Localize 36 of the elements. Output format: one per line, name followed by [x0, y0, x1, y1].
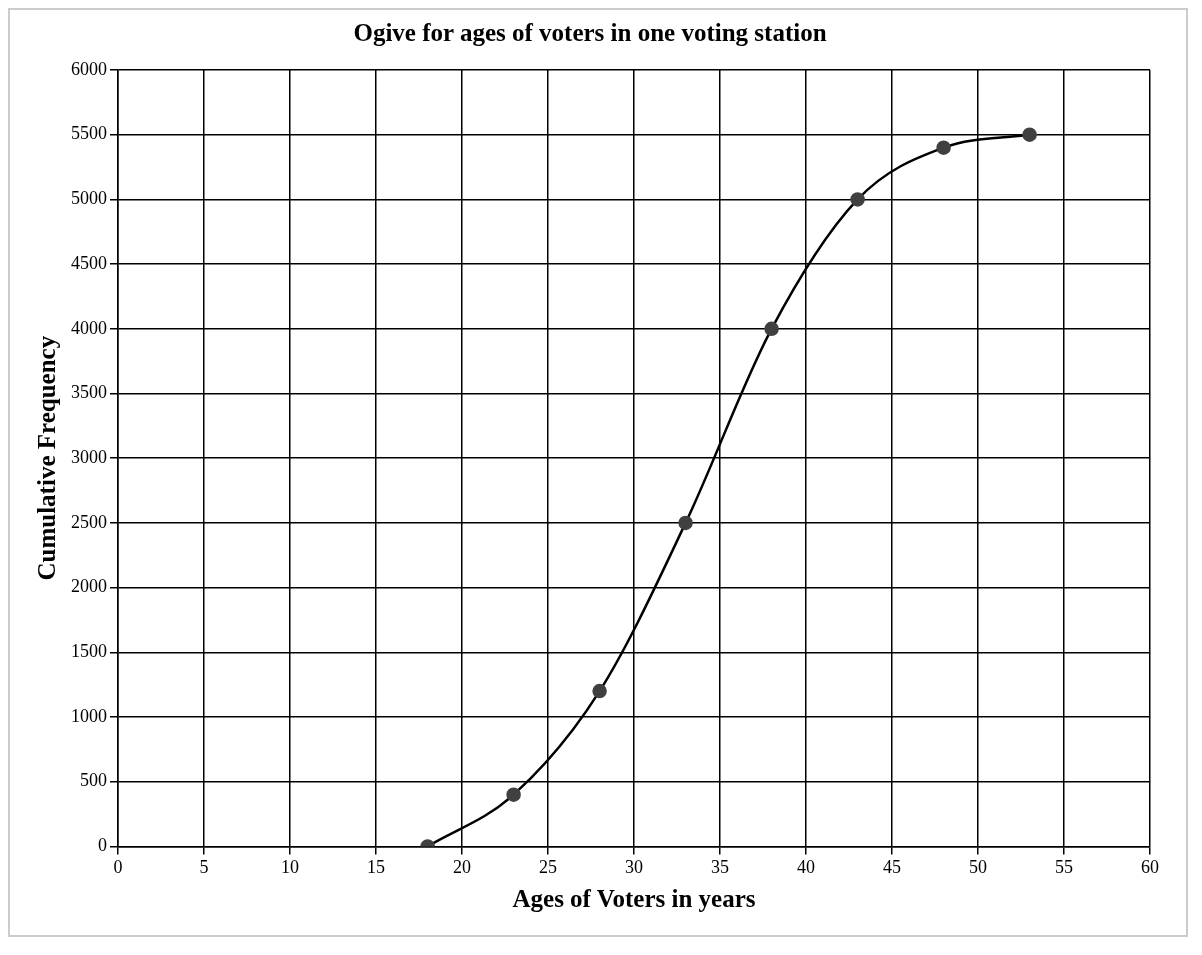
point	[592, 683, 607, 699]
y-tick-label: 6000	[71, 58, 107, 79]
y-tick-label: 500	[80, 770, 107, 791]
x-tick-label: 50	[969, 856, 987, 877]
y-tick-label: 3000	[71, 446, 107, 467]
x-tick-label: 10	[281, 856, 299, 877]
y-tick-label: 3500	[71, 382, 107, 403]
x-tick-label: 40	[797, 856, 815, 877]
x-tick-label: 55	[1055, 856, 1073, 877]
y-tick-label: 1000	[71, 705, 107, 726]
y-tick-label: 5000	[71, 188, 107, 209]
point	[850, 192, 865, 207]
y-tick-label: 0	[98, 835, 107, 856]
y-axis-title: Cumulative Frequency	[33, 335, 61, 581]
y-tick-label: 5500	[71, 123, 107, 144]
x-tick-label: 60	[1141, 856, 1159, 877]
x-tick-label: 35	[711, 856, 729, 877]
y-tick-label: 4000	[71, 317, 107, 338]
x-tick-label: 20	[453, 856, 471, 877]
chart-title: Ogive for ages of voters in one voting station	[353, 19, 827, 47]
y-tick-label: 2500	[71, 511, 107, 532]
x-tick-label: 5	[199, 856, 209, 877]
x-axis-title: Ages of Voters in years	[512, 885, 756, 913]
point	[1022, 127, 1037, 142]
x-tick-label: 25	[539, 856, 557, 877]
x-tick-label: 15	[367, 856, 385, 877]
point	[936, 140, 951, 155]
point	[506, 787, 521, 802]
x-tick-label: 30	[625, 856, 643, 877]
x-tick-label: 45	[883, 856, 901, 877]
y-tick-label: 2000	[71, 576, 107, 597]
y-tick-label: 4500	[71, 252, 107, 273]
x-tick-label: 0	[113, 856, 123, 877]
point	[764, 321, 779, 337]
y-tick-label: 1500	[71, 641, 107, 662]
point	[678, 515, 693, 531]
